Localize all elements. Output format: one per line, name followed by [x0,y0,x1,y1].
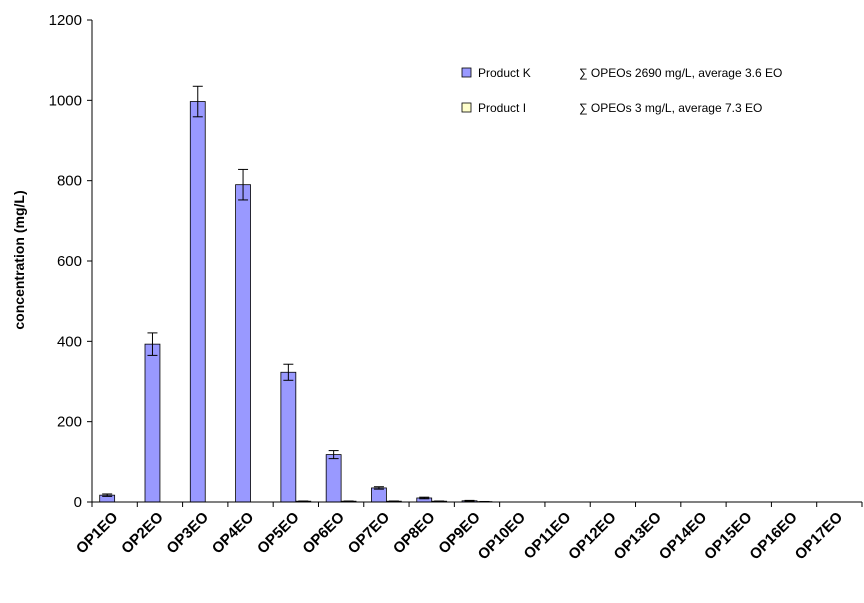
legend-swatch [461,102,472,113]
legend-series-name: Product K [478,66,531,80]
x-category-label: OP5EO [254,509,303,558]
x-category-label: OP12EO [565,509,620,564]
legend-series-name: Product I [478,101,526,115]
error-bar [192,85,203,118]
bar-product-k [235,184,251,503]
x-category-label: OP11EO [521,509,575,563]
bar-product-k [144,343,161,503]
legend: Product K ∑ OPEOs 2690 mg/L, average 3.6 … [461,66,782,115]
x-category-label: OP4EO [209,509,258,558]
legend-series-note: ∑ OPEOs 2690 mg/L, average 3.6 EO [579,66,782,80]
x-category-label: OP13EO [611,509,666,564]
x-axis-ticks [91,502,863,507]
x-category-label: OP15EO [701,509,756,564]
error-bar [328,450,339,460]
error-bar [283,363,294,381]
error-bar [102,493,113,497]
y-axis-label: concentration (mg/L) [11,190,27,329]
error-bar [238,168,249,201]
bar-product-k [189,101,206,503]
error-bar [464,499,475,502]
y-tick-label: 200 [57,414,82,431]
x-category-label: OP3EO [163,509,212,558]
x-category-label: OP8EO [390,509,439,558]
x-category-label: OP7EO [345,509,394,558]
y-tick-label: 400 [57,333,82,350]
x-axis-category-labels: OP1EOOP2EOOP3EOOP4EOOP5EOOP6EOOP7EOOP8EO… [73,509,847,564]
x-category-label: OP1EO [73,509,122,558]
error-bars [102,85,490,503]
y-tick-label: 1000 [49,92,82,109]
y-tick-label: 600 [57,253,82,270]
legend-swatch [461,67,472,78]
x-category-label: OP2EO [118,509,167,558]
y-tick-label: 1200 [49,12,82,29]
x-category-label: OP14EO [656,509,711,564]
y-tick-label: 0 [74,494,82,511]
y-tick-label: 800 [57,173,82,190]
x-category-label: OP16EO [746,509,801,564]
y-axis-ticks: 0 200 400 600 800 1000 1200 [49,12,92,511]
error-bar [419,496,430,500]
legend-series-note: ∑ OPEOs 3 mg/L, average 7.3 EO [579,101,762,115]
bar-product-k [325,454,342,503]
bars [99,101,493,503]
x-category-label: OP10EO [475,509,530,564]
error-bar [373,486,384,490]
bar-product-k [280,371,297,503]
bar-product-k [371,487,387,503]
x-category-label: OP17EO [792,509,847,564]
x-category-label: OP6EO [299,509,348,558]
error-bar [147,332,158,356]
